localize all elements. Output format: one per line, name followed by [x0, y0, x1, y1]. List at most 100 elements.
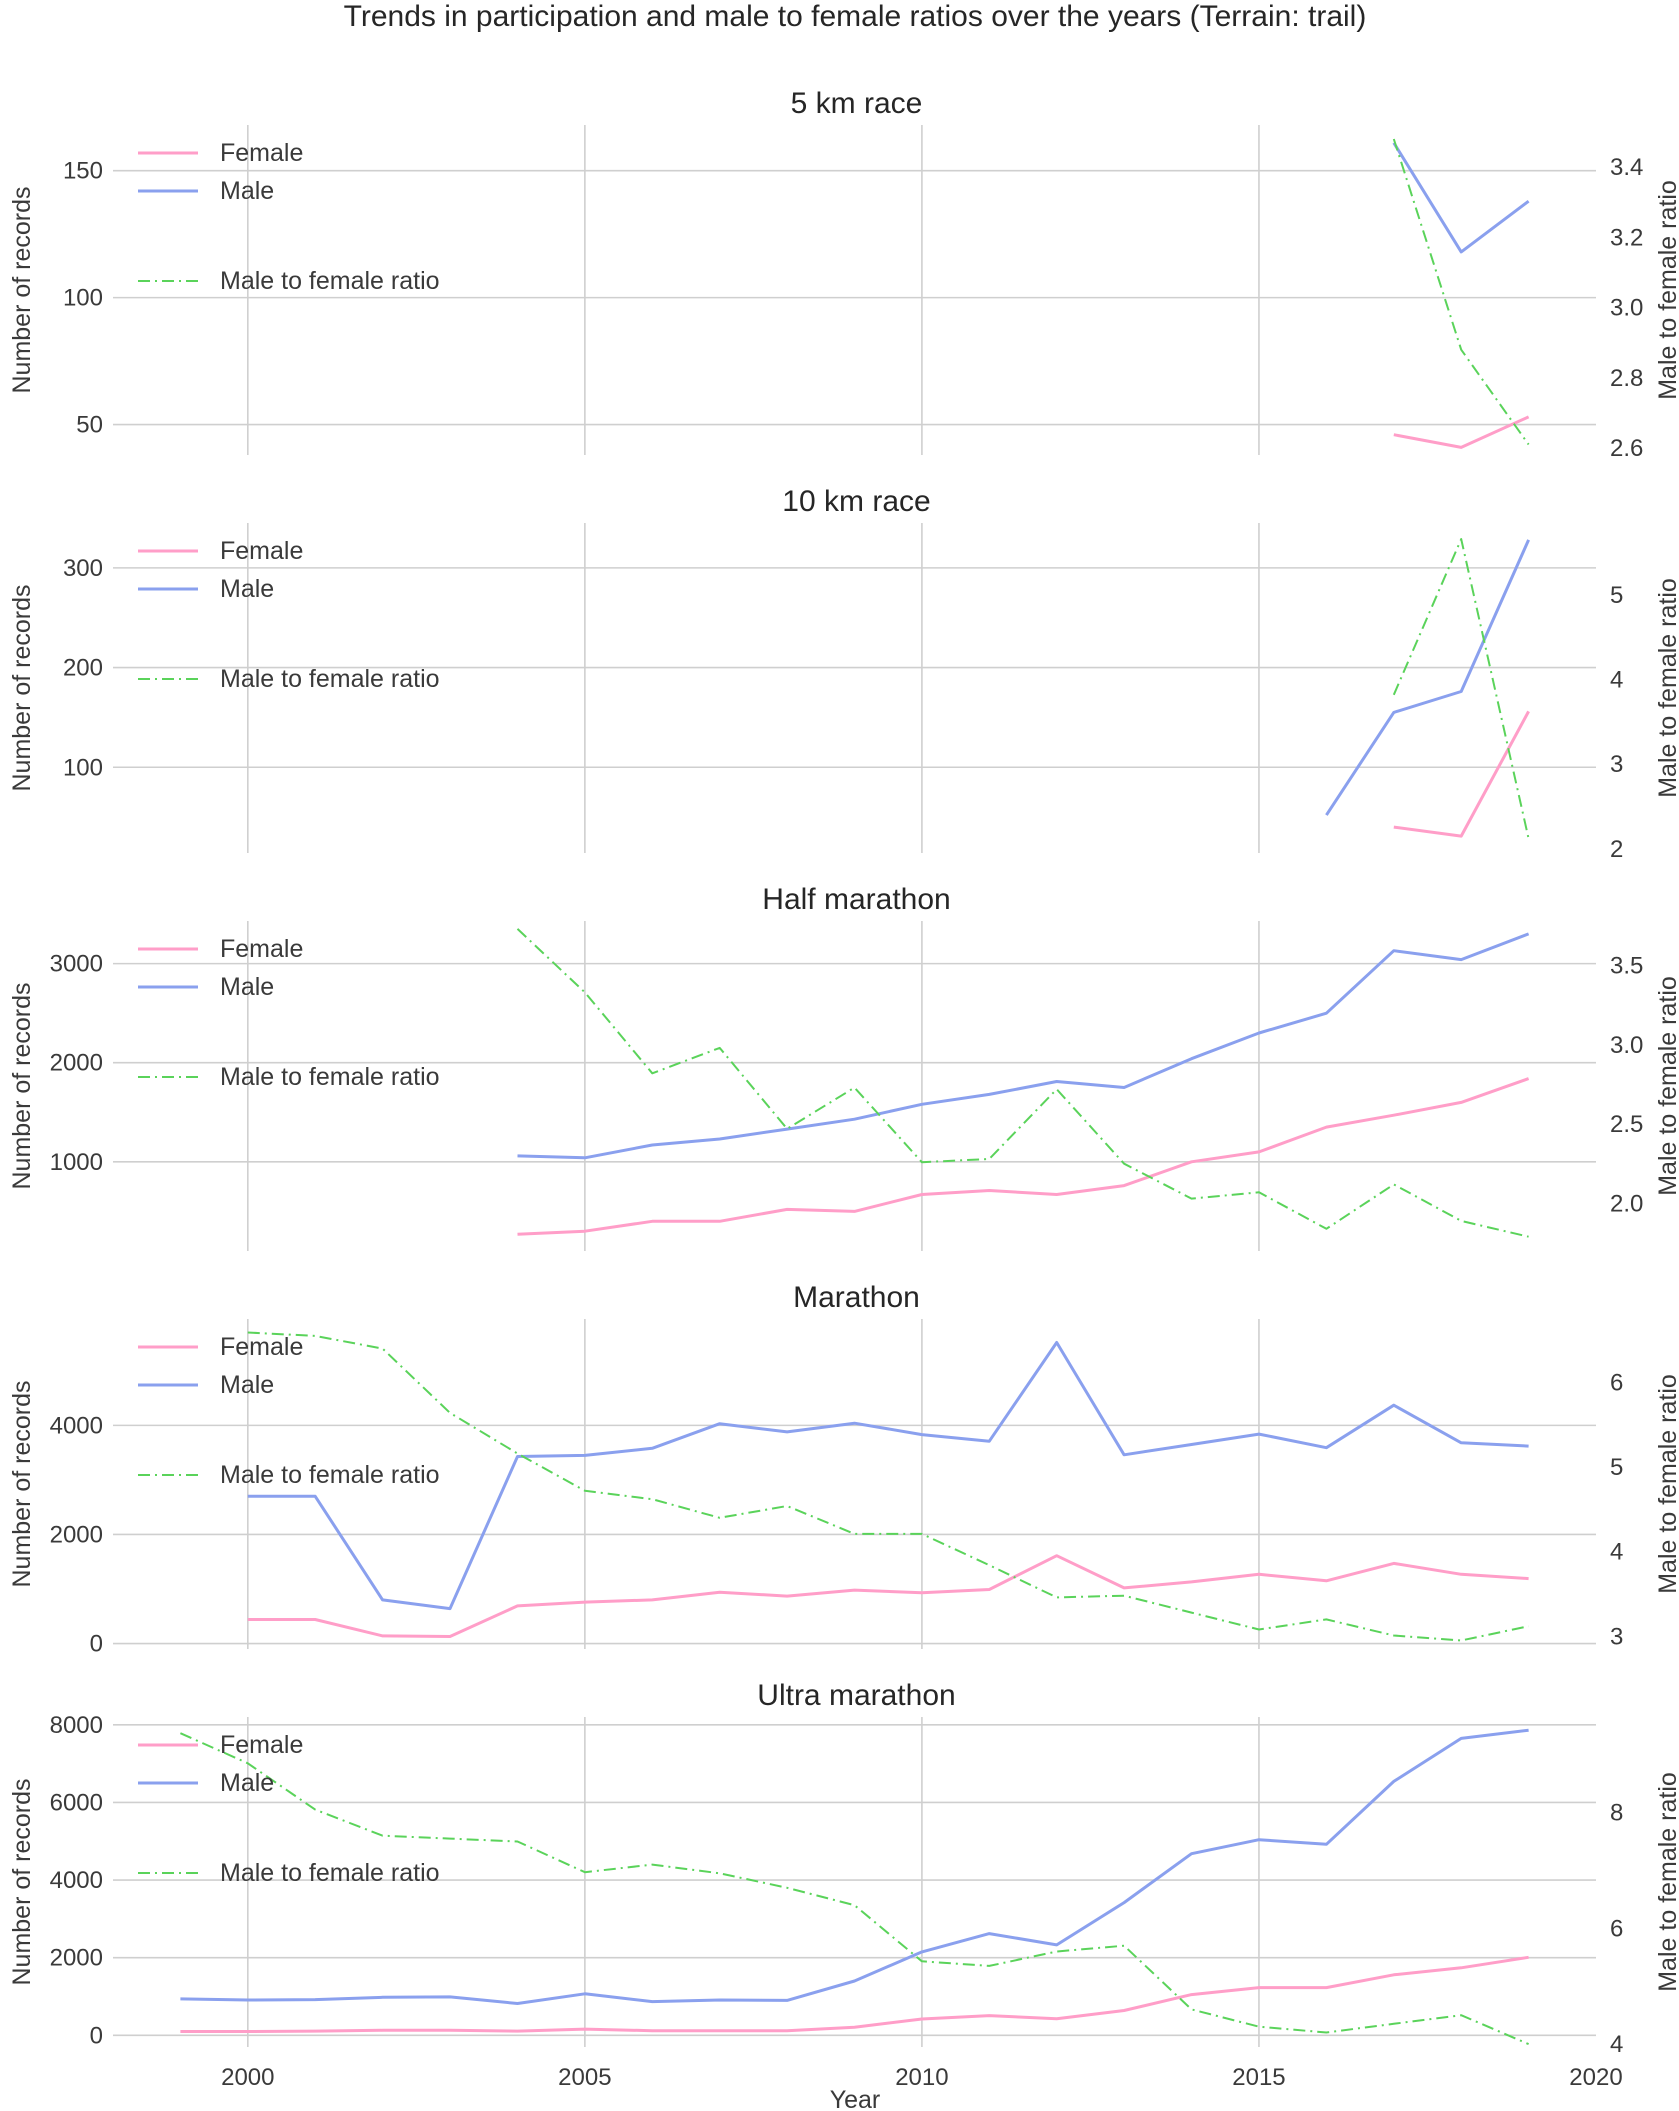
legend-label: Female — [220, 935, 303, 963]
y2-axis-label: Male to female ratio — [1654, 578, 1679, 798]
y2-axis-label: Male to female ratio — [1654, 1374, 1679, 1594]
legend: Female Male Male to female ratio — [138, 537, 440, 693]
y2-axis-label: Male to female ratio — [1654, 180, 1679, 400]
y-axis-label: Number of records — [8, 1778, 36, 1985]
legend: Female Male Male to female ratio — [138, 1731, 440, 1887]
y2-tick-label: 2.5 — [1610, 1111, 1643, 1138]
series-line-female — [180, 1955, 1529, 2033]
y-tick-label: 0 — [90, 2022, 103, 2049]
series-line-male — [1325, 539, 1530, 816]
y2-tick-label: 3 — [1610, 1623, 1623, 1650]
subplot-title: 10 km race — [782, 485, 930, 518]
legend-label: Female — [220, 1333, 303, 1361]
legend-label: Female — [220, 537, 303, 565]
y-tick-label: 2000 — [50, 1521, 103, 1548]
series-line-female — [1393, 710, 1530, 838]
legend-label: Male to female ratio — [220, 267, 440, 295]
y2-tick-label: 2 — [1610, 836, 1623, 863]
y2-tick-label: 4 — [1610, 2031, 1623, 2058]
y2-tick-label: 4 — [1610, 1539, 1623, 1566]
y-tick-label: 6000 — [50, 1789, 103, 1816]
legend: Female Male Male to female ratio — [138, 139, 440, 295]
x-axis-label: Year — [830, 2086, 881, 2111]
series-line-male — [1392, 142, 1530, 254]
y2-axis-label: Male to female ratio — [1654, 976, 1679, 1196]
y2-tick-label: 6 — [1610, 1369, 1623, 1396]
y-axis-label: Number of records — [8, 982, 36, 1189]
y2-tick-label: 2.8 — [1610, 365, 1643, 392]
y2-tick-label: 2.6 — [1610, 435, 1643, 462]
y-tick-label: 1000 — [50, 1149, 103, 1176]
y-axis-label: Number of records — [8, 1380, 36, 1587]
x-tick-label: 2005 — [558, 2064, 611, 2091]
y2-tick-label: 3.2 — [1610, 224, 1643, 251]
legend-label: Female — [220, 1731, 303, 1759]
y-tick-label: 100 — [63, 754, 103, 781]
y2-tick-label: 3 — [1610, 751, 1623, 778]
subplot-5-km-race: 5 km race 50 100 150 2.6 2.8 3.0 3.2 3.4 Number o… — [8, 87, 1679, 462]
series-line-male-to-female-ratio — [247, 1331, 1529, 1642]
subplot-title: Half marathon — [762, 883, 950, 916]
y-tick-label: 50 — [76, 412, 103, 439]
y-axis-label: Number of records — [8, 186, 36, 393]
y2-tick-label: 5 — [1610, 1454, 1623, 1481]
x-tick-label: 2020 — [1569, 2064, 1622, 2091]
y2-tick-label: 2.0 — [1610, 1190, 1643, 1217]
series-line-female — [517, 1077, 1530, 1236]
y-tick-label: 150 — [63, 158, 103, 185]
figure-title: Trends in participation and male to fema… — [344, 0, 1367, 33]
y2-tick-label: 3.4 — [1610, 154, 1643, 181]
y-tick-label: 8000 — [50, 1712, 103, 1739]
y-tick-label: 4000 — [50, 1412, 103, 1439]
series-line-female — [1393, 415, 1530, 449]
legend: Female Male Male to female ratio — [138, 935, 440, 1091]
y2-tick-label: 3.0 — [1610, 1032, 1643, 1059]
y-tick-label: 4000 — [50, 1867, 103, 1894]
series-line-male — [247, 1341, 1529, 1611]
subplot-half-marathon: Half marathon 1000 2000 3000 2.0 2.5 3.0 3.5 Num… — [8, 883, 1679, 1251]
subplot-title: Marathon — [793, 1281, 920, 1314]
x-tick-label: 2000 — [221, 2064, 274, 2091]
legend-label: Male to female ratio — [220, 1859, 440, 1887]
legend-label: Male — [220, 1769, 274, 1797]
series-line-male-to-female-ratio — [516, 928, 1529, 1238]
x-tick-label: 2010 — [895, 2064, 948, 2091]
subplot-ultra-marathon: Ultra marathon 0 2000 4000 6000 8000 4 6 8 Number… — [8, 1679, 1679, 2091]
series-line-male-to-female-ratio — [179, 1732, 1529, 2046]
legend-label: Male to female ratio — [220, 665, 440, 693]
series-line-male-to-female-ratio — [1392, 138, 1530, 446]
legend-label: Male to female ratio — [220, 1461, 440, 1489]
series-line-female — [247, 1554, 1529, 1638]
y2-tick-label: 6 — [1610, 1915, 1623, 1942]
y-tick-label: 2000 — [50, 1945, 103, 1972]
subplot-title: Ultra marathon — [757, 1679, 955, 1712]
series-line-male-to-female-ratio — [1392, 538, 1530, 839]
y2-tick-label: 3.5 — [1610, 952, 1643, 979]
legend-label: Male — [220, 1371, 274, 1399]
y-tick-label: 200 — [63, 655, 103, 682]
y-tick-label: 2000 — [50, 1050, 103, 1077]
y2-tick-label: 8 — [1610, 1800, 1623, 1827]
y-tick-label: 0 — [90, 1631, 103, 1658]
x-tick-label: 2015 — [1232, 2064, 1285, 2091]
subplot-marathon: Marathon 0 2000 4000 3 4 5 6 Number of records Ma… — [8, 1281, 1679, 1658]
subplot-title: 5 km race — [791, 87, 923, 120]
y2-tick-label: 3.0 — [1610, 295, 1643, 322]
legend-label: Female — [220, 139, 303, 167]
series-line-male — [517, 932, 1530, 1160]
y-tick-label: 300 — [63, 555, 103, 582]
legend-label: Male to female ratio — [220, 1063, 440, 1091]
y2-tick-label: 5 — [1610, 582, 1623, 609]
legend-label: Male — [220, 575, 274, 603]
legend: Female Male Male to female ratio — [138, 1333, 440, 1489]
y-tick-label: 3000 — [50, 951, 103, 978]
y2-tick-label: 4 — [1610, 667, 1623, 694]
y-axis-label: Number of records — [8, 584, 36, 791]
y2-axis-label: Male to female ratio — [1654, 1772, 1679, 1992]
legend-label: Male — [220, 973, 274, 1001]
subplot-10-km-race: 10 km race 100 200 300 2 3 4 5 Number of records… — [8, 485, 1679, 863]
y-tick-label: 100 — [63, 285, 103, 312]
legend-label: Male — [220, 177, 274, 205]
